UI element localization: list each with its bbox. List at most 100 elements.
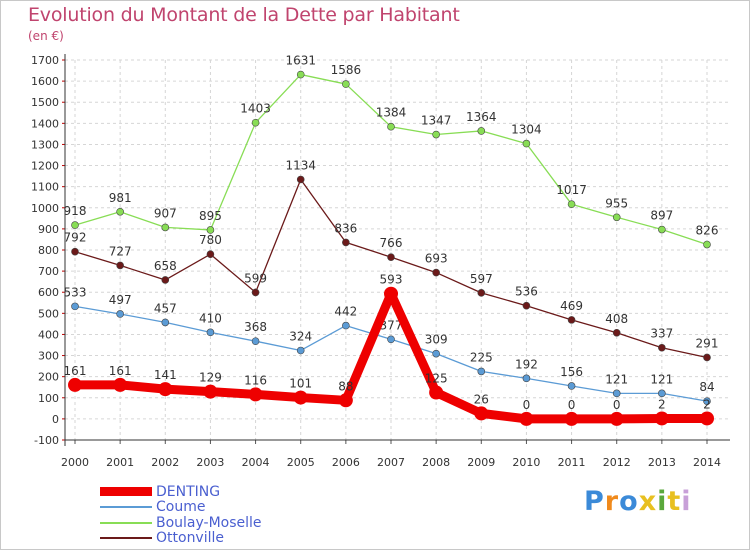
y-tick-label: 100 bbox=[38, 392, 59, 405]
chart-title: Evolution du Montant de la Dette par Hab… bbox=[28, 4, 460, 26]
data-point bbox=[658, 343, 666, 352]
data-label: 658 bbox=[154, 259, 177, 273]
data-label: 26 bbox=[474, 392, 489, 406]
data-point bbox=[612, 389, 621, 398]
data-label: 442 bbox=[334, 305, 357, 319]
x-tick-label: 2001 bbox=[106, 456, 134, 469]
data-label: 377 bbox=[380, 318, 403, 332]
data-point bbox=[71, 302, 79, 311]
y-tick-label: 200 bbox=[38, 371, 59, 384]
data-label: 780 bbox=[199, 233, 222, 247]
data-label: 1017 bbox=[556, 183, 587, 197]
data-label: 895 bbox=[199, 209, 222, 223]
data-label: 116 bbox=[244, 373, 267, 387]
data-point bbox=[158, 382, 173, 397]
data-label: 0 bbox=[568, 398, 576, 412]
data-label: 918 bbox=[64, 204, 87, 218]
data-point bbox=[248, 387, 263, 402]
data-point bbox=[161, 223, 170, 232]
data-point bbox=[658, 225, 666, 234]
data-point bbox=[206, 250, 215, 259]
data-label: 1384 bbox=[376, 106, 407, 120]
data-point bbox=[296, 346, 305, 355]
y-tick-label: 1300 bbox=[31, 138, 59, 151]
legend-label: DENTING bbox=[156, 483, 221, 500]
data-label: 599 bbox=[244, 271, 267, 285]
data-point bbox=[342, 238, 350, 247]
data-point bbox=[161, 276, 170, 284]
x-tick-label: 2000 bbox=[61, 456, 89, 469]
data-label: 897 bbox=[650, 209, 673, 223]
data-label: 408 bbox=[605, 312, 628, 326]
data-label: 0 bbox=[523, 398, 531, 412]
data-point bbox=[612, 213, 621, 222]
data-point bbox=[567, 200, 576, 208]
logo-letter: x bbox=[638, 486, 658, 517]
data-label: 291 bbox=[696, 336, 719, 350]
x-tick-label: 2012 bbox=[603, 456, 631, 469]
data-point bbox=[477, 367, 486, 376]
data-label: 129 bbox=[199, 371, 222, 385]
data-label: 309 bbox=[425, 333, 448, 347]
logo-letter: i bbox=[681, 486, 692, 517]
data-point bbox=[296, 175, 305, 184]
data-point bbox=[609, 411, 624, 426]
data-point bbox=[384, 286, 398, 301]
data-point bbox=[567, 316, 576, 324]
y-tick-label: 1600 bbox=[31, 75, 59, 88]
y-tick-label: 1000 bbox=[31, 202, 59, 215]
data-point bbox=[519, 411, 534, 426]
data-point bbox=[477, 289, 486, 297]
legend-swatch bbox=[100, 521, 152, 524]
data-label: 2 bbox=[703, 397, 711, 411]
data-point bbox=[567, 382, 576, 390]
data-point bbox=[703, 397, 711, 405]
y-tick-label: 0 bbox=[52, 413, 59, 426]
data-point bbox=[113, 377, 128, 392]
data-point bbox=[432, 349, 440, 358]
data-point bbox=[206, 328, 215, 337]
data-point bbox=[564, 411, 579, 426]
data-point bbox=[703, 353, 711, 362]
legend-item-coume: Coume bbox=[100, 499, 262, 515]
data-label: 1586 bbox=[331, 63, 362, 77]
y-tick-label: -100 bbox=[34, 434, 59, 447]
logo-letter: P bbox=[584, 486, 605, 517]
legend-swatch bbox=[100, 506, 152, 509]
chart-subtitle: (en €) bbox=[28, 29, 64, 43]
data-point bbox=[296, 70, 305, 79]
x-tick-label: 2013 bbox=[648, 456, 676, 469]
data-point bbox=[116, 310, 124, 318]
data-label: 2 bbox=[658, 397, 666, 411]
legend-item-ottonville: Ottonville bbox=[100, 530, 262, 546]
data-point bbox=[654, 411, 669, 426]
y-tick-label: 500 bbox=[38, 307, 59, 320]
chart-legend: DENTING Coume Boulay-Moselle Ottonville bbox=[100, 484, 262, 546]
data-label: 141 bbox=[154, 368, 177, 382]
y-tick-label: 900 bbox=[38, 223, 59, 236]
proxiti-logo: Proxiti bbox=[584, 486, 692, 517]
data-label: 121 bbox=[650, 372, 673, 386]
x-tick-label: 2004 bbox=[242, 456, 270, 469]
data-point bbox=[522, 139, 531, 148]
x-tick-label: 2006 bbox=[332, 456, 360, 469]
data-label: 192 bbox=[515, 357, 538, 371]
y-tick-label: 1700 bbox=[31, 54, 59, 67]
data-label: 593 bbox=[380, 273, 403, 287]
data-label: 597 bbox=[470, 272, 493, 286]
data-label: 324 bbox=[289, 329, 312, 343]
data-label: 368 bbox=[244, 320, 267, 334]
data-label: 1347 bbox=[421, 114, 452, 128]
data-point bbox=[71, 221, 79, 229]
data-label: 121 bbox=[605, 372, 628, 386]
data-point bbox=[474, 406, 489, 421]
data-point bbox=[71, 247, 79, 256]
data-point bbox=[338, 393, 353, 408]
data-label: 497 bbox=[109, 293, 132, 307]
data-point bbox=[251, 337, 260, 346]
data-point bbox=[387, 122, 395, 131]
y-tick-label: 800 bbox=[38, 244, 59, 257]
data-label: 225 bbox=[470, 350, 493, 364]
logo-letter: r bbox=[604, 486, 620, 517]
